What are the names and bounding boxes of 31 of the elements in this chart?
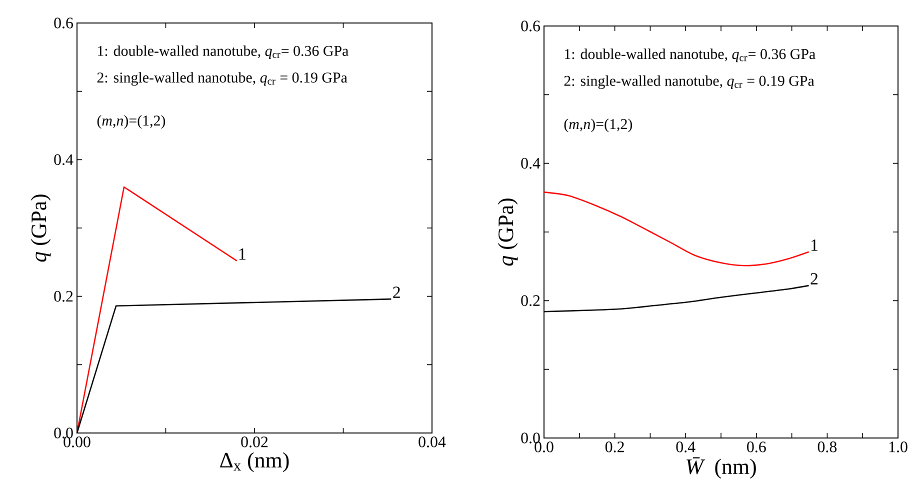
y-tick-label: 0.4 bbox=[521, 158, 540, 169]
y-tick-label: 0.6 bbox=[54, 18, 74, 28]
series-label: 1 bbox=[811, 240, 818, 251]
annotation: 1: double-walled nanotube, q$_{cr}$= 0.36 GPa bbox=[564, 48, 816, 62]
x-tick-label: 0.0 bbox=[534, 442, 554, 452]
line-series bbox=[543, 192, 810, 266]
x-tick-label: 0.2 bbox=[605, 442, 624, 452]
x-tick-label: 1.0 bbox=[889, 442, 908, 452]
x-tick-label: 0.6 bbox=[747, 442, 766, 452]
x-tick-label: 0.4 bbox=[676, 442, 696, 452]
y-axis-title: q (GPa) bbox=[498, 198, 518, 266]
y-tick-label: 0.4 bbox=[54, 154, 74, 166]
x-tick-label: 0.00 bbox=[64, 436, 90, 448]
x-axis-title: Δ$_{x}$ (nm) bbox=[220, 452, 289, 472]
series-label: 2 bbox=[810, 273, 818, 284]
annotation: (m,n)=(1,2) bbox=[97, 115, 166, 129]
y-tick-label: 0.2 bbox=[54, 290, 73, 302]
y-axis-title: q (GPa) bbox=[30, 194, 51, 262]
x-tick-label: 0.02 bbox=[241, 436, 268, 448]
x-tick-label: 0.04 bbox=[418, 436, 446, 448]
x-tick-label: 0.8 bbox=[818, 442, 837, 452]
annotation: 2: single-walled nanotube, q$_{cr}$ = 0.19 GPa bbox=[564, 75, 814, 89]
series-label: 1 bbox=[239, 248, 246, 260]
annotation: 1: double-walled nanotube, q$_{cr}$= 0.36 GPa bbox=[98, 45, 348, 59]
y-tick-label: 0.6 bbox=[521, 20, 540, 32]
x-axis-title: W̄ (nm) bbox=[686, 457, 756, 479]
legend-label: 2 bbox=[393, 286, 400, 298]
annotation: 2: single-walled nanotube, q$_{cr}$ = 0.19 GPa bbox=[97, 72, 348, 86]
annotation: (m,n)=(1,2) bbox=[564, 118, 632, 132]
y-tick-label: 0.0 bbox=[54, 428, 73, 438]
y-tick-label: 0.2 bbox=[521, 295, 540, 306]
